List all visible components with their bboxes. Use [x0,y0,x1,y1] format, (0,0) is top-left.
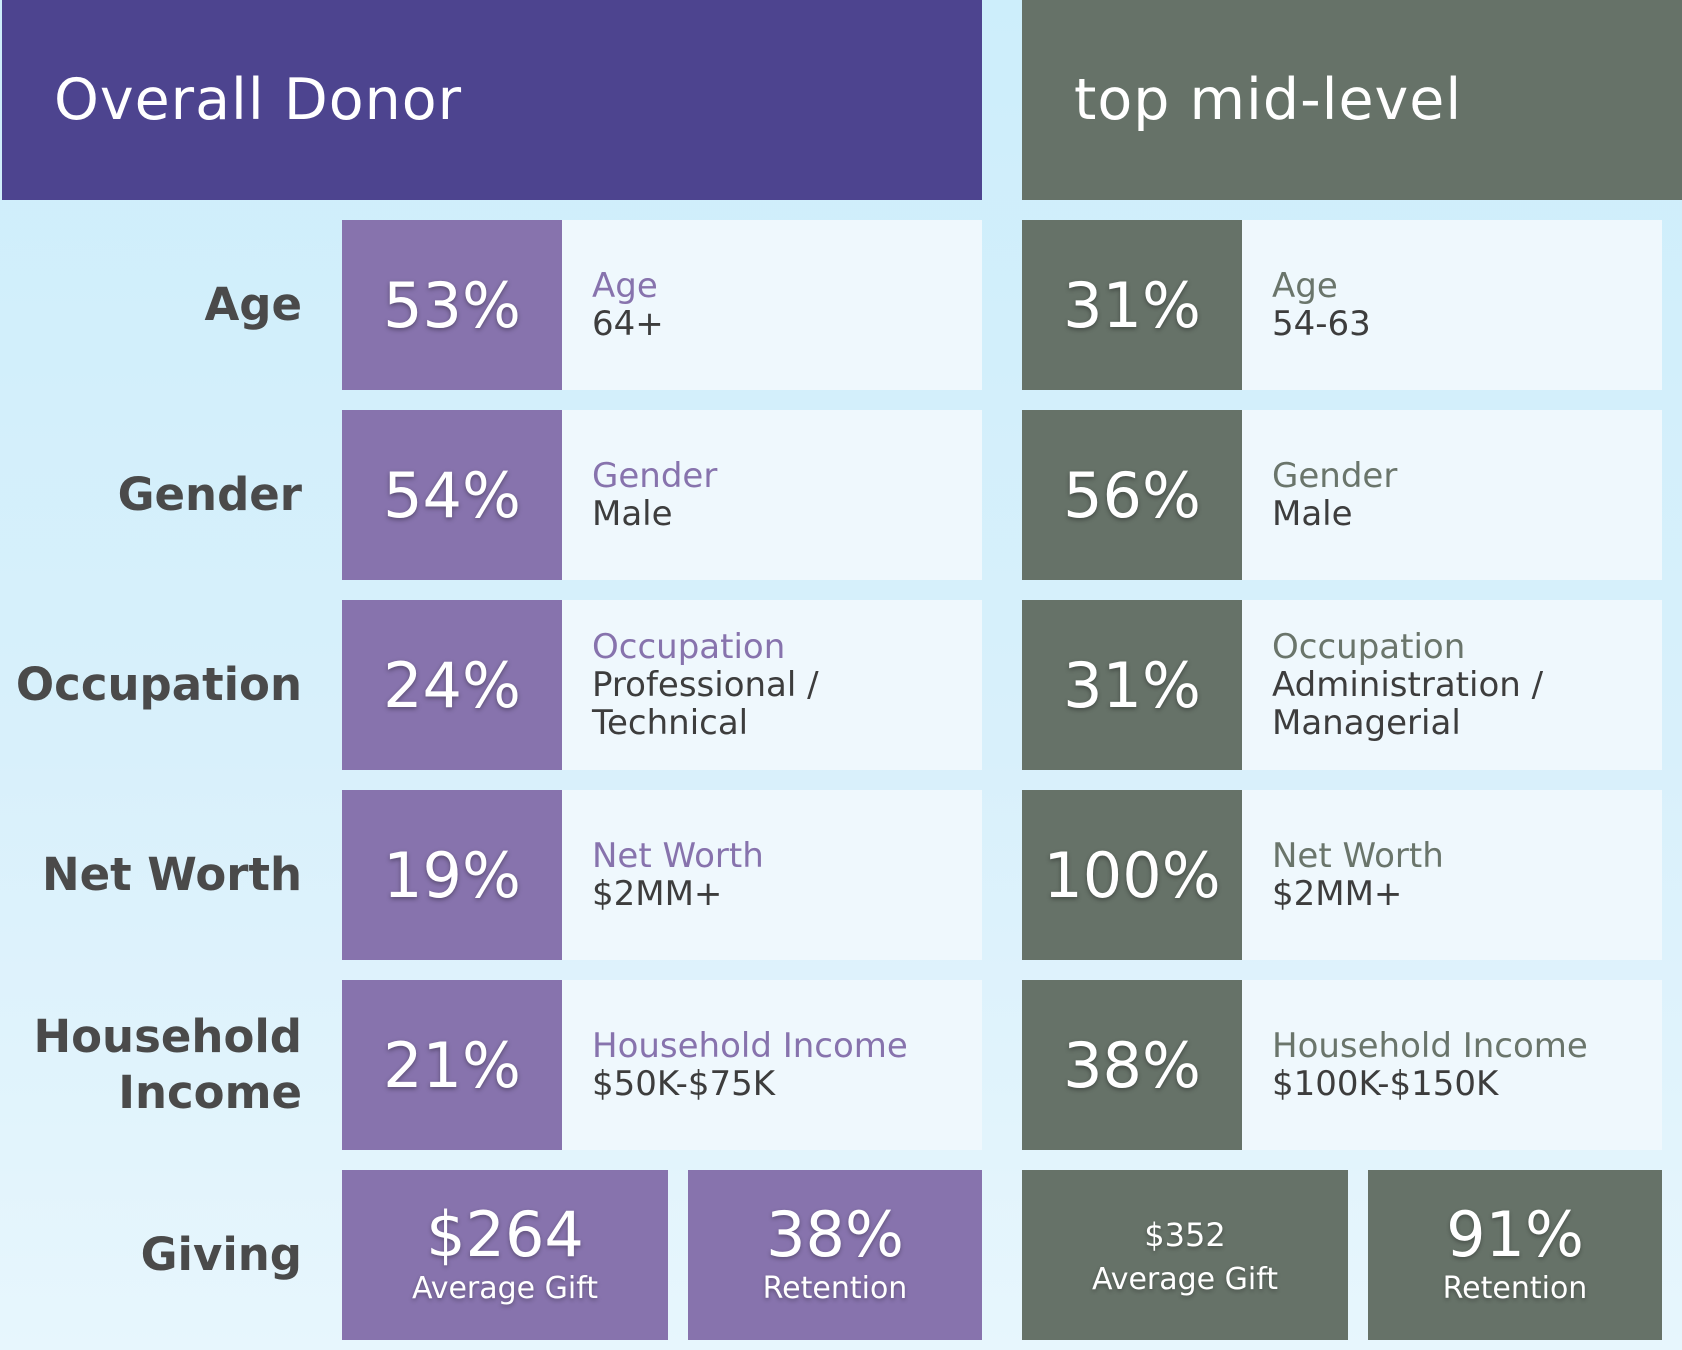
card-key: Household Income [592,1026,908,1066]
row-label-age: Age [0,220,302,390]
mid-retention-tile: 91% Retention [1368,1170,1662,1340]
card-value-line: Managerial [1272,703,1461,743]
card-value-line: Administration / [1272,665,1544,705]
retention-value: 38% [766,1198,904,1271]
average-gift-label: Average Gift [411,1271,599,1306]
mid-occupation-percent: 31% [1022,600,1242,770]
overall-age-percent: 53% [342,220,562,390]
row-label-occupation: Occupation [0,600,302,770]
row-label-line: Household [33,1010,302,1063]
retention-value: 91% [1446,1198,1584,1271]
top-mid-level-header: top mid-level [1022,0,1682,200]
mid-gender-card: Gender Male [1242,410,1662,580]
mid-average-gift-tile: $352 Average Gift [1022,1170,1348,1340]
row-label-gender: Gender [0,410,302,580]
card-value: 54-63 [1272,304,1371,344]
row-label-household-income: Household Income [0,980,302,1150]
card-value: $2MM+ [1272,874,1403,914]
overall-donor-header: Overall Donor [2,0,982,200]
card-key: Occupation [592,627,786,667]
card-key: Occupation [1272,627,1466,667]
mid-occupation-card: Occupation Administration / Managerial [1242,600,1662,770]
mid-age-percent: 31% [1022,220,1242,390]
mid-net-worth-percent: 100% [1022,790,1242,960]
overall-occupation-card: Occupation Professional / Technical [562,600,982,770]
overall-retention-tile: 38% Retention [688,1170,982,1340]
card-key: Gender [1272,456,1398,496]
average-gift-value: $352 [1144,1216,1226,1254]
row-label-text: Giving [140,1228,302,1281]
top-mid-level-title: top mid-level [1074,67,1463,133]
mid-household-income-card: Household Income $100K-$150K [1242,980,1662,1150]
card-key: Age [1272,266,1338,306]
mid-net-worth-card: Net Worth $2MM+ [1242,790,1662,960]
overall-gender-card: Gender Male [562,410,982,580]
card-key: Net Worth [1272,836,1444,876]
card-key: Household Income [1272,1026,1588,1066]
card-key: Gender [592,456,718,496]
card-value: $50K-$75K [592,1064,776,1104]
overall-household-income-percent: 21% [342,980,562,1150]
average-gift-label: Average Gift [1091,1262,1279,1297]
overall-age-card: Age 64+ [562,220,982,390]
card-value: Male [1272,494,1353,534]
mid-gender-percent: 56% [1022,410,1242,580]
row-label-text: Age [204,278,302,331]
overall-gender-percent: 54% [342,410,562,580]
row-label-text: Net Worth [41,848,302,901]
average-gift-value: $264 [426,1198,584,1271]
overall-donor-title: Overall Donor [54,67,463,133]
mid-household-income-percent: 38% [1022,980,1242,1150]
row-label-text: Gender [117,468,302,521]
row-label-text: Occupation [15,658,302,711]
overall-net-worth-card: Net Worth $2MM+ [562,790,982,960]
retention-label: Retention [762,1271,908,1306]
card-value: $100K-$150K [1272,1064,1499,1104]
card-value: Male [592,494,673,534]
overall-household-income-card: Household Income $50K-$75K [562,980,982,1150]
card-value: 64+ [592,304,664,344]
overall-occupation-percent: 24% [342,600,562,770]
overall-net-worth-percent: 19% [342,790,562,960]
card-key: Age [592,266,658,306]
row-label-line: Income [118,1066,302,1119]
retention-label: Retention [1442,1271,1588,1306]
row-label-giving: Giving [0,1170,302,1340]
card-value: Professional / Technical [592,665,819,743]
card-value: $2MM+ [592,874,723,914]
row-label-net-worth: Net Worth [0,790,302,960]
card-key: Net Worth [592,836,764,876]
mid-age-card: Age 54-63 [1242,220,1662,390]
overall-average-gift-tile: $264 Average Gift [342,1170,668,1340]
